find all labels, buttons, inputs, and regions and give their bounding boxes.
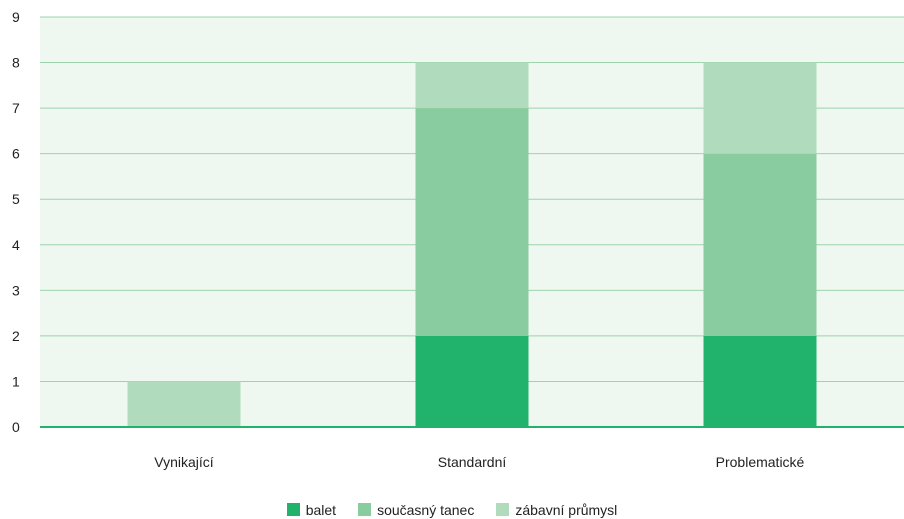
bar-segment-1-3 [703, 335, 817, 427]
legend-label: balet [305, 501, 337, 518]
y-tick-label: 9 [12, 9, 20, 25]
bar-segment-3-1 [127, 381, 241, 427]
legend-item: současný tanec [358, 502, 474, 518]
x-category-label: Standardní [438, 454, 507, 470]
bar-segment-1-2 [415, 335, 529, 427]
legend-swatch [496, 503, 510, 516]
y-tick-label: 4 [12, 237, 20, 253]
legend-swatch [286, 503, 300, 516]
y-tick-label: 6 [12, 146, 20, 162]
y-tick-label: 2 [12, 328, 20, 344]
bar-segment-3-3 [703, 62, 817, 154]
x-category-label: Vynikající [154, 454, 214, 470]
bar-segment-2-3 [703, 153, 817, 336]
y-tick-label: 3 [12, 282, 20, 298]
x-axis-ticks: Vynikající Standardní Problematické [154, 454, 804, 470]
y-tick-label: 8 [12, 55, 20, 71]
legend-label: zábavní průmysl [515, 501, 618, 518]
legend-label: současný tanec [377, 501, 475, 518]
x-category-label: Problematické [716, 454, 805, 470]
legend-item: balet [286, 501, 337, 518]
legend: balet současný tanec zábavní průmysl [0, 500, 904, 519]
bars [127, 62, 817, 427]
bar-segment-3-2 [415, 62, 529, 109]
y-axis-ticks: 0 1 2 3 4 5 6 7 8 9 [12, 9, 20, 435]
legend-item: zábavní průmysl [496, 502, 617, 518]
y-tick-label: 5 [12, 191, 20, 207]
y-tick-label: 7 [12, 100, 20, 116]
y-tick-label: 1 [12, 373, 20, 389]
legend-swatch [358, 503, 372, 516]
y-tick-label: 0 [12, 419, 20, 435]
bar-segment-2-2 [415, 108, 529, 336]
